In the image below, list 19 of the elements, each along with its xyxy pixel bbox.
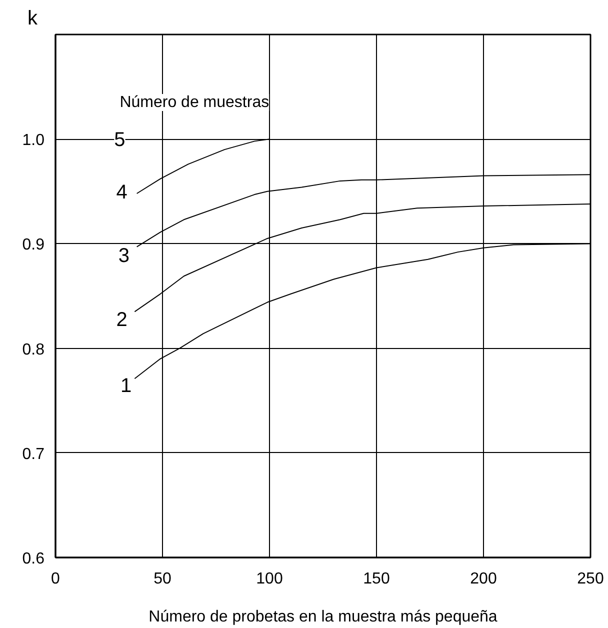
y-tick-label: 0.6 bbox=[22, 550, 45, 568]
annotation: 4 bbox=[116, 181, 128, 204]
x-axis-title: Número de probetas en la muestra más pequeña bbox=[148, 608, 498, 626]
annotation: 5 bbox=[114, 129, 126, 152]
y-tick-label: 0.8 bbox=[22, 341, 45, 358]
annotation: 2 bbox=[116, 309, 128, 332]
x-tick-label: 0 bbox=[51, 570, 60, 588]
y-tick-label: 0.9 bbox=[22, 236, 45, 254]
x-tick-label: 150 bbox=[363, 570, 390, 588]
annotation: Número de muestras bbox=[120, 94, 270, 111]
x-tick-label: 200 bbox=[470, 570, 497, 588]
annotation: 1 bbox=[120, 374, 132, 397]
y-tick-label: 0.7 bbox=[22, 446, 45, 463]
y-axis-title: k bbox=[28, 8, 38, 30]
x-tick-label: 250 bbox=[577, 570, 604, 588]
annotation: 3 bbox=[118, 245, 130, 268]
x-tick-label: 50 bbox=[154, 570, 172, 588]
x-tick-label: 100 bbox=[256, 570, 283, 588]
y-tick-label: 1.0 bbox=[22, 132, 45, 150]
